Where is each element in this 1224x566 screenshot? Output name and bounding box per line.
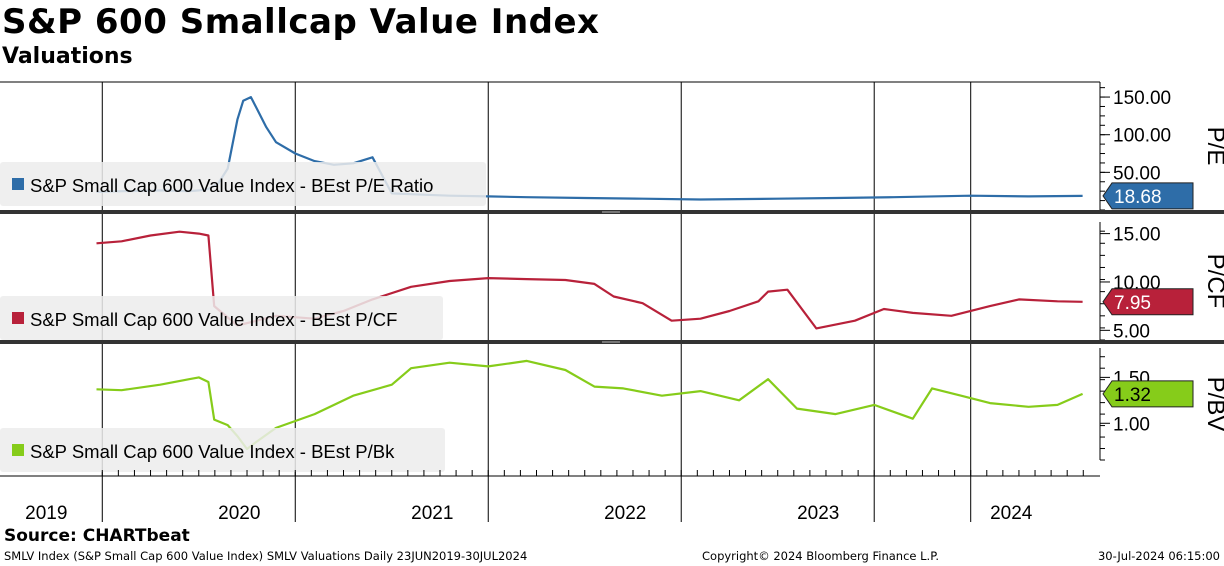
axis-title: P/CF	[1202, 254, 1224, 309]
legend-label: S&P Small Cap 600 Value Index - BEst P/B…	[30, 441, 395, 462]
series-line-pcf	[96, 230, 1083, 330]
legend-label: S&P Small Cap 600 Value Index - BEst P/C…	[30, 309, 397, 330]
last-value-badge	[1102, 380, 1194, 408]
footer-series-info: SMLV Index (S&P Small Cap 600 Value Inde…	[4, 549, 528, 563]
y-tick-label: 5.00	[1113, 321, 1150, 342]
chart-title: S&P 600 Smallcap Value Index	[2, 2, 600, 42]
y-tick-label: 1.00	[1113, 414, 1150, 435]
legend-box	[0, 162, 486, 206]
last-value-badge	[1102, 288, 1194, 316]
chart-subtitle: Valuations	[2, 44, 133, 69]
footer-timestamp: 30-Jul-2024 06:15:00	[1097, 549, 1220, 563]
last-value-label: 7.95	[1114, 293, 1151, 314]
axis-title: P/BV	[1202, 377, 1224, 432]
legend-box	[0, 428, 445, 472]
footer-copyright: Copyright© 2024 Bloomberg Finance L.P.	[702, 549, 939, 563]
x-year-label: 2020	[218, 503, 260, 524]
last-value-badge	[1102, 182, 1194, 210]
y-tick-label: 150.00	[1113, 88, 1171, 109]
x-year-label: 2022	[604, 503, 646, 524]
x-year-label: 2023	[797, 503, 839, 524]
y-tick-label: 100.00	[1113, 126, 1171, 147]
axis-title: P/E	[1202, 127, 1224, 166]
last-value-label: 18.68	[1114, 187, 1162, 208]
last-value-label: 1.32	[1114, 385, 1151, 406]
y-tick-label: 15.00	[1113, 225, 1161, 246]
series-line-pbv	[96, 359, 1084, 451]
legend-label: S&P Small Cap 600 Value Index - BEst P/E…	[30, 175, 433, 196]
legend-box	[0, 296, 443, 340]
source-note: Source: CHARTbeat	[4, 526, 190, 546]
x-year-label: 2021	[411, 503, 453, 524]
x-year-label: 2019	[25, 503, 67, 524]
x-year-label: 2024	[990, 503, 1033, 524]
legend-swatch	[12, 444, 24, 456]
y-tick-label: 50.00	[1113, 163, 1161, 184]
legend-swatch	[12, 178, 24, 190]
legend-swatch	[12, 312, 24, 324]
